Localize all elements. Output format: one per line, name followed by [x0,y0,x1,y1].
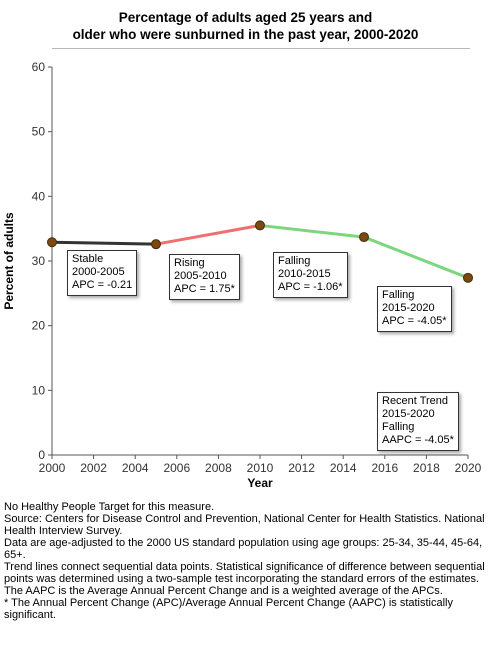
data-point [359,232,369,243]
annotation-line: APC = -1.06* [278,281,343,293]
annotation-line: 2000-2005 [72,266,125,278]
footnote: The AAPC is the Average Annual Percent C… [4,585,443,597]
x-tick-label: 2006 [163,461,190,475]
footnotes: No Healthy People Target for this measur… [4,501,490,621]
footnote: Data are age-adjusted to the 2000 US sta… [4,537,483,561]
recent-trend-box: Recent Trend 2015-2020 Falling AAPC = -4… [377,392,459,451]
annotation-box: Falling 2010-2015 APC = -1.06* [273,252,348,298]
x-tick-label: 2002 [80,461,107,475]
annotation-line: Falling [382,421,415,433]
footnote: Trend lines connect sequential data poin… [4,561,485,585]
chart-title: Percentage of adults aged 25 years and o… [0,9,491,43]
title-divider [52,48,470,49]
annotation-line: AAPC = -4.05* [382,434,454,446]
annotation-box: Rising 2005-2010 APC = 1.75* [169,254,240,300]
y-tick-label: 10 [32,383,46,397]
annotation-line: 2015-2020 [382,302,435,314]
y-axis-label: Percent of adults [2,212,16,310]
y-tick-label: 60 [32,60,46,74]
annotation-line: 2010-2015 [278,268,331,280]
trend-segment [362,235,470,280]
footnote: * The Annual Percent Change (APC)/Averag… [4,597,454,621]
footnote: Source: Centers for Disease Control and … [4,513,485,537]
annotation-box: Stable 2000-2005 APC = -0.21 [67,250,138,296]
annotation-line: APC = 1.75* [174,283,235,295]
annotation-line: Falling [382,289,415,301]
chart-title-line-1: Percentage of adults aged 25 years and [118,10,373,25]
x-axis-label: Year [247,476,273,490]
y-tick-label: 0 [38,448,45,462]
x-tick-label: 2016 [371,461,398,475]
trend-segment [50,240,158,246]
data-point [151,239,161,250]
annotation-line: Stable [72,253,104,265]
data-point [47,237,57,248]
x-tick-label: 2012 [288,461,315,475]
x-tick-label: 2010 [247,461,274,475]
annotation-line: Recent Trend [382,395,449,407]
trend-segment [154,223,262,246]
data-point [463,272,473,283]
annotation-line: APC = -4.05* [382,315,447,327]
y-tick-label: 40 [32,189,46,203]
chart-title-line-2: older who were sunburned in the past yea… [72,27,419,42]
data-point [255,220,265,231]
x-tick-label: 2018 [413,461,440,475]
y-tick-label: 50 [32,125,46,139]
annotation-box: Falling 2015-2020 APC = -4.05* [377,286,452,332]
line-chart: 0 10 20 30 40 50 60 2000 2002 2004 2006 2008 2010 201… [2,60,482,490]
x-tick-label: 2000 [39,461,66,475]
annotation-line: APC = -0.21 [72,279,133,291]
annotation-line: 2005-2010 [174,270,227,282]
y-tick-label: 30 [32,254,46,268]
y-tick-label: 20 [32,319,46,333]
annotation-line: 2015-2020 [382,408,435,420]
annotation-line: Rising [174,257,205,269]
annotation-line: Falling [278,255,311,267]
footnote: No Healthy People Target for this measur… [4,501,215,513]
x-tick-label: 2014 [330,461,357,475]
x-tick-label: 2004 [122,461,149,475]
trend-segment [258,223,366,239]
x-tick-label: 2020 [455,461,482,475]
x-tick-label: 2008 [205,461,232,475]
